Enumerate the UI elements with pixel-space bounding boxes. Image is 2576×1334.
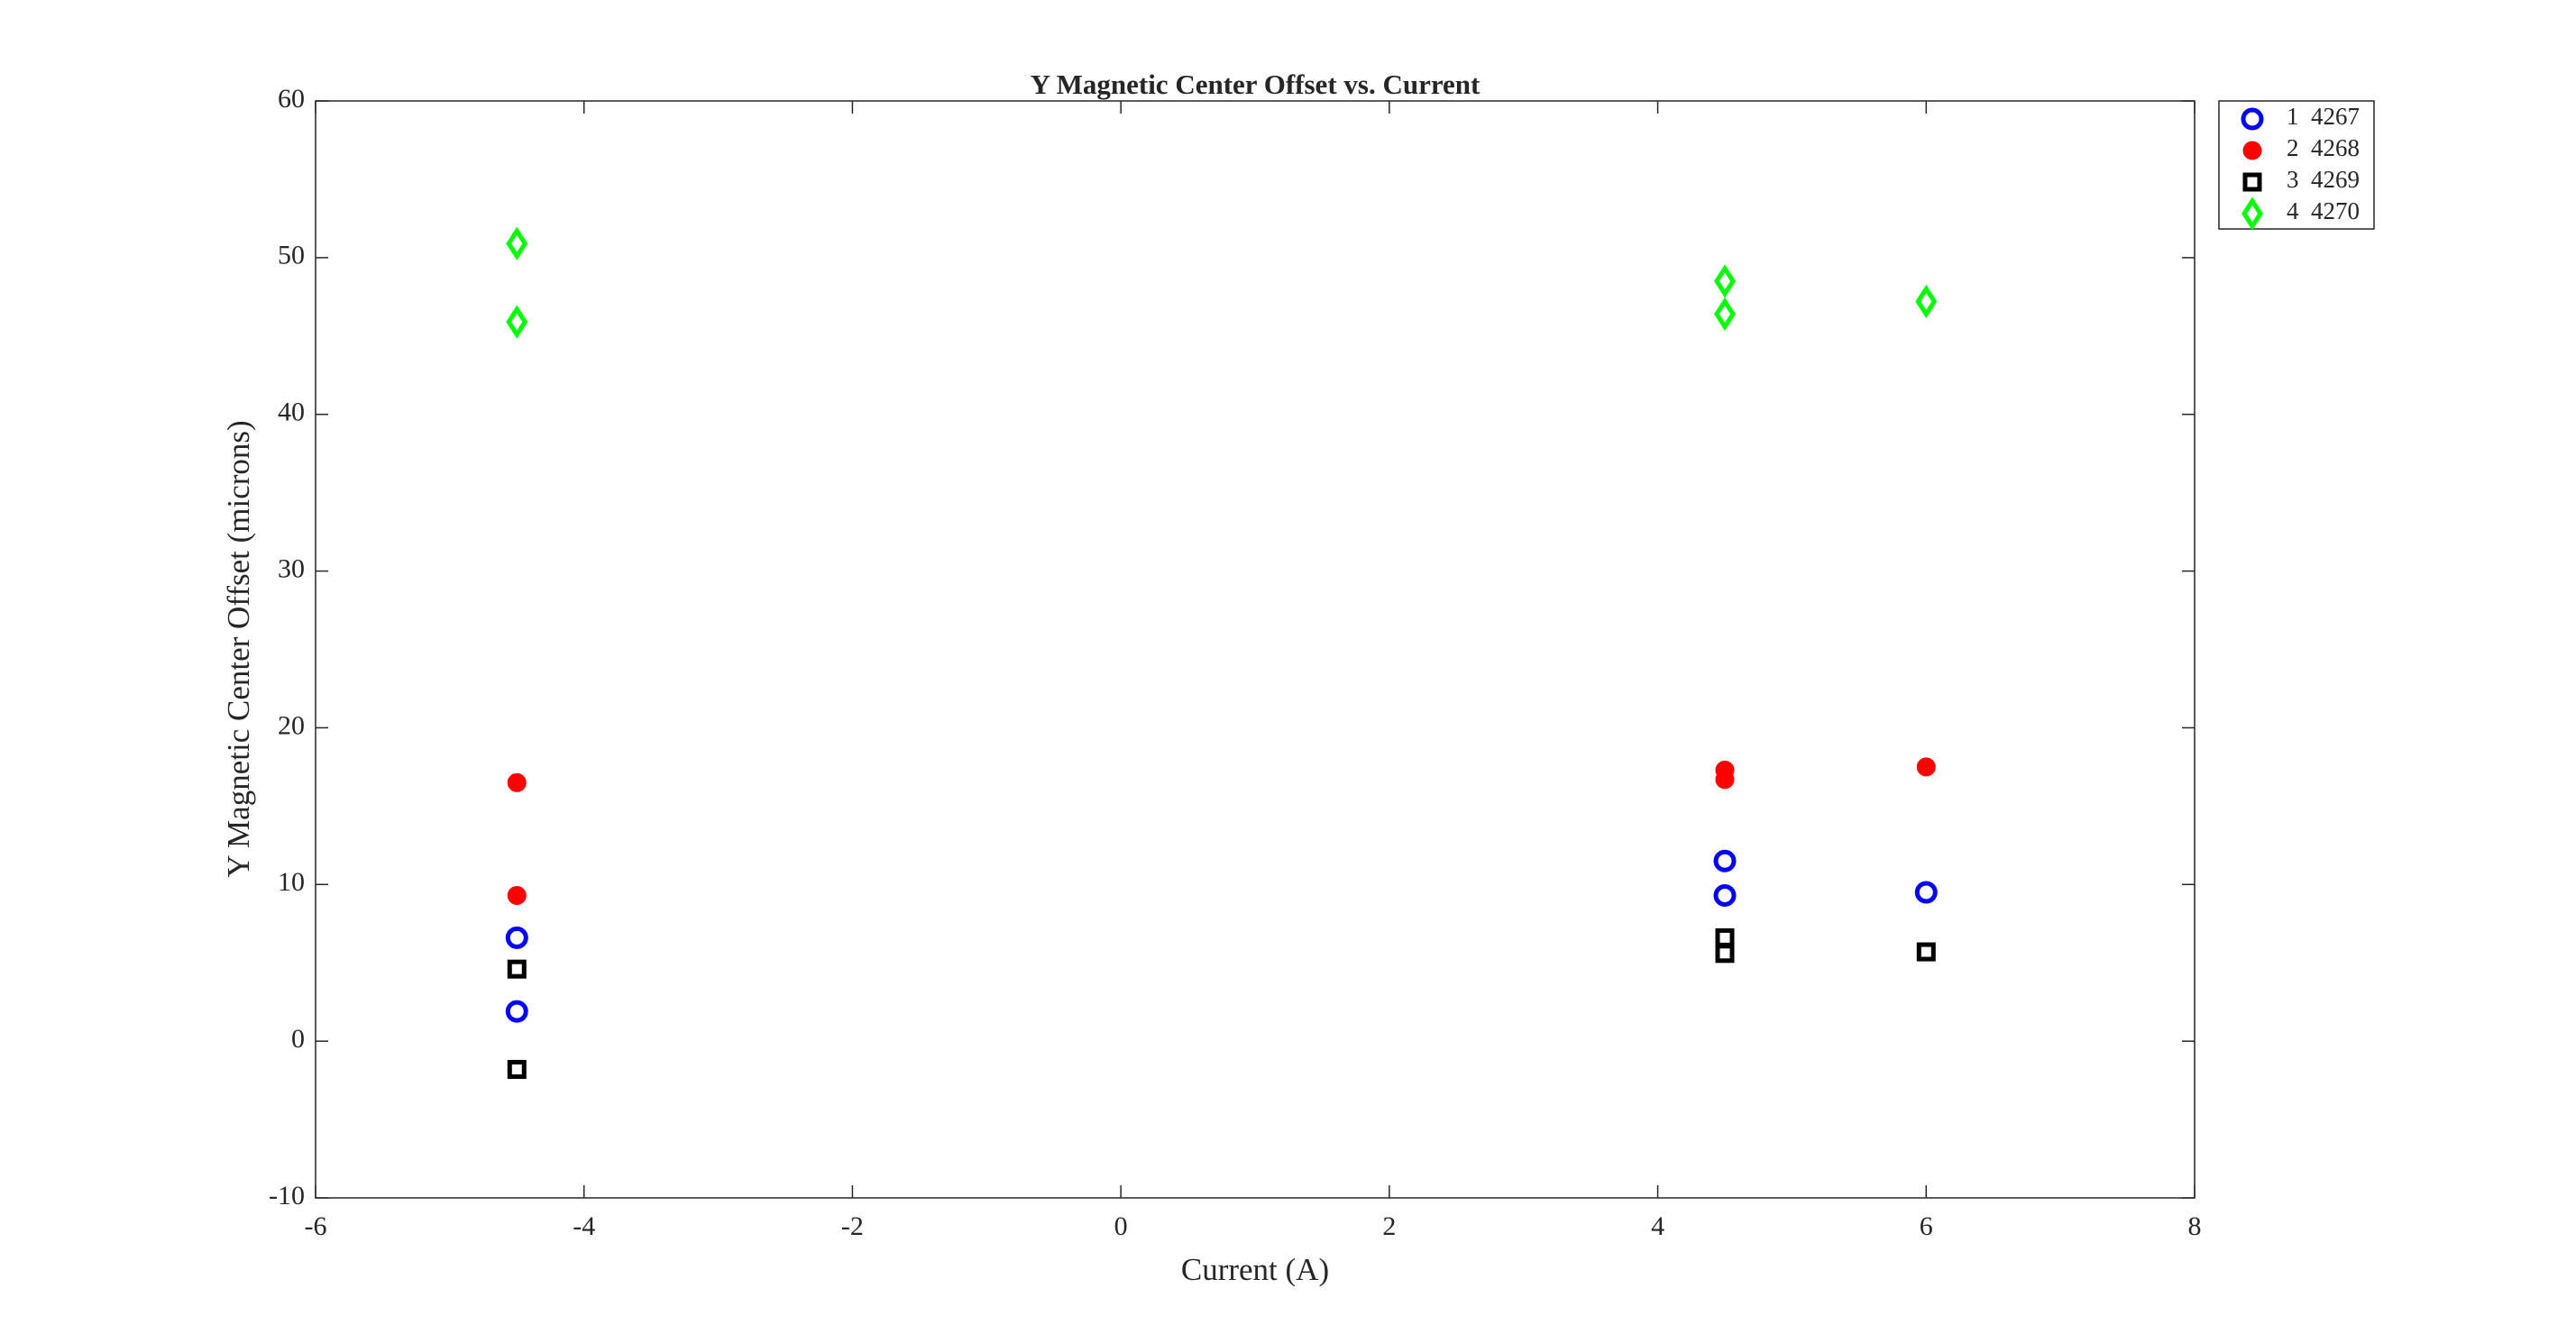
data-point bbox=[1914, 881, 1938, 904]
y-tick-label: 60 bbox=[278, 84, 305, 114]
data-point bbox=[1714, 297, 1736, 332]
legend-marker bbox=[2242, 141, 2262, 160]
y-axis-label: Y Magnetic Center Offset (microns) bbox=[221, 420, 256, 877]
data-point bbox=[507, 885, 527, 905]
legend-marker bbox=[2242, 172, 2262, 192]
legend-label: 1 4267 bbox=[2287, 103, 2360, 130]
data-point bbox=[507, 959, 527, 979]
y-tick-label: 50 bbox=[278, 241, 305, 270]
legend-label: 4 4270 bbox=[2287, 197, 2360, 224]
x-tick-label: -6 bbox=[305, 1211, 327, 1241]
y-tick-label: 30 bbox=[278, 553, 305, 583]
x-tick-label: 6 bbox=[1920, 1211, 1933, 1241]
legend-marker bbox=[2241, 196, 2263, 231]
data-point bbox=[1916, 757, 1936, 777]
x-tick-label: 4 bbox=[1651, 1211, 1664, 1241]
legend-label: 2 4268 bbox=[2287, 134, 2360, 161]
data-point bbox=[505, 926, 528, 949]
y-tick-label: 20 bbox=[278, 710, 305, 740]
chart-title: Y Magnetic Center Offset vs. Current bbox=[1031, 69, 1481, 100]
y-tick-label: 40 bbox=[278, 397, 305, 427]
data-point bbox=[506, 226, 528, 260]
y-tick-label: 0 bbox=[291, 1024, 305, 1054]
x-tick-label: 8 bbox=[2188, 1211, 2202, 1241]
data-point bbox=[1915, 284, 1938, 319]
y-tick-label: -10 bbox=[269, 1181, 305, 1211]
legend-label: 3 4269 bbox=[2287, 166, 2360, 193]
data-point bbox=[505, 1000, 528, 1023]
data-point bbox=[507, 772, 527, 792]
data-point bbox=[1715, 770, 1735, 790]
x-tick-label: -4 bbox=[573, 1211, 595, 1241]
data-point bbox=[506, 305, 528, 339]
legend-marker bbox=[2241, 107, 2264, 131]
data-point bbox=[1715, 944, 1735, 964]
x-axis-label: Current (A) bbox=[1181, 1252, 1329, 1287]
axes-box bbox=[315, 100, 2196, 1199]
x-tick-label: 2 bbox=[1382, 1211, 1396, 1241]
data-point bbox=[507, 1059, 527, 1079]
x-tick-label: -2 bbox=[841, 1211, 864, 1241]
x-tick-label: 0 bbox=[1114, 1211, 1128, 1241]
data-point bbox=[1713, 849, 1737, 873]
data-point bbox=[1916, 942, 1936, 962]
data-point bbox=[1714, 264, 1736, 298]
y-tick-label: 10 bbox=[278, 867, 305, 897]
data-point bbox=[1713, 883, 1737, 907]
